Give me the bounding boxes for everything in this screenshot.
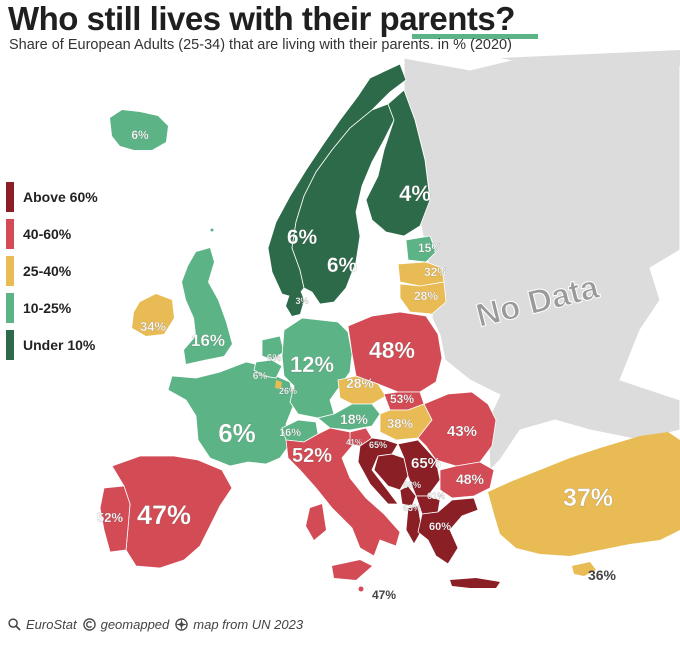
- value-label-austria: 18%: [340, 411, 369, 427]
- bosnia-shape: [373, 453, 409, 491]
- value-label-netherlands: 6%: [267, 353, 282, 364]
- search-icon: [8, 618, 21, 631]
- value-labels: 6% 6% 6% 4% 3% 15% 32% 28% 34% 16% 6% 6% 26% 12% 48% 28…: [97, 128, 617, 602]
- value-label-spain: 47%: [137, 500, 191, 530]
- portugal-shape: [99, 485, 131, 553]
- value-label-luxembourg: 26%: [279, 386, 297, 396]
- value-label-hungary: 38%: [387, 416, 413, 431]
- north-macedonia-shape: [415, 495, 441, 515]
- value-label-montenegro: 63%: [403, 503, 421, 513]
- czechia-shape: [337, 375, 387, 405]
- italy-shape: [285, 427, 401, 557]
- ireland-shape: [132, 294, 174, 336]
- lithuania-shape: [399, 281, 447, 315]
- value-label-cyprus: 36%: [588, 567, 617, 583]
- globe-icon: [175, 618, 188, 631]
- value-label-united-kingdom: 16%: [191, 331, 225, 350]
- legend-swatch: [6, 218, 14, 249]
- value-label-bosnia-and-herzegovina: 68%: [403, 480, 421, 490]
- map-subtitle: Share of European Adults (25-34) that ar…: [9, 37, 512, 53]
- no-data-region-north: [500, 50, 680, 66]
- value-label-north-macedonia: 61%: [427, 491, 445, 501]
- value-label-belgium: 6%: [253, 371, 268, 382]
- greece-shape: [417, 497, 479, 565]
- value-label-croatia: 65%: [369, 440, 387, 450]
- value-label-portugal: 52%: [97, 510, 123, 525]
- legend-label: Above 60%: [23, 188, 98, 205]
- cyprus-shape: [572, 562, 596, 576]
- source-geomapped: geomapped: [100, 617, 170, 632]
- faroe-islands-shape: [210, 228, 214, 232]
- value-label-estonia: 15%: [418, 241, 442, 255]
- legend-item: 40-60%: [6, 215, 98, 252]
- legend-label: 40-60%: [23, 225, 72, 242]
- finland-shape: [365, 89, 431, 237]
- value-label-ireland: 34%: [140, 319, 166, 334]
- estonia-shape: [405, 235, 437, 263]
- source-credits: EuroStat geomapped map from UN 2023: [8, 617, 303, 632]
- turkey-shape: [488, 432, 680, 556]
- legend-item: Above 60%: [6, 178, 98, 215]
- netherlands-shape: [261, 335, 285, 361]
- no-data-region: [403, 57, 680, 472]
- sweden-shape: [291, 103, 395, 305]
- value-label-serbia: 65%: [411, 455, 441, 472]
- iceland-shape: [110, 110, 168, 150]
- map-title: Who still lives with their parents?: [8, 0, 515, 37]
- legend-label: Under 10%: [23, 336, 96, 353]
- value-label-iceland: 6%: [131, 128, 149, 142]
- value-label-norway: 6%: [287, 226, 318, 249]
- legend-swatch: [6, 329, 14, 360]
- legend: Above 60% 40-60% 25-40% 10-25% Under 10%: [6, 178, 98, 363]
- legend-label: 10-25%: [23, 299, 72, 316]
- montenegro-shape: [399, 485, 417, 507]
- luxembourg-shape: [275, 380, 282, 389]
- value-label-finland: 4%: [399, 181, 431, 206]
- legend-item: 25-40%: [6, 252, 98, 289]
- copyright-icon: [82, 618, 96, 631]
- source-eurostat: EuroStat: [26, 617, 77, 632]
- value-label-germany: 12%: [290, 352, 334, 377]
- sicily-shape: [332, 560, 372, 580]
- crete-shape: [450, 578, 500, 588]
- france-shape: [167, 361, 295, 467]
- value-label-denmark: 3%: [295, 296, 308, 306]
- value-label-sweden: 6%: [327, 254, 358, 277]
- value-label-turkey: 37%: [563, 484, 613, 512]
- value-label-bulgaria: 48%: [456, 471, 485, 487]
- value-label-italy: 52%: [292, 445, 332, 467]
- title-underline: [412, 34, 538, 39]
- value-label-czechia: 28%: [346, 375, 375, 391]
- legend-swatch: [6, 292, 14, 323]
- uk-shape: [182, 248, 232, 364]
- source-map-credit: map from UN 2023: [193, 617, 304, 632]
- albania-shape: [405, 505, 423, 545]
- germany-shape: [281, 317, 353, 419]
- legend-item: 10-25%: [6, 289, 98, 326]
- value-label-lithuania: 28%: [414, 289, 438, 303]
- sardinia-shape: [306, 504, 326, 540]
- legend-swatch: [6, 255, 14, 286]
- value-label-france: 6%: [218, 418, 256, 448]
- value-label-poland: 48%: [369, 337, 415, 363]
- denmark-shape: [286, 290, 304, 316]
- belgium-shape: [253, 359, 283, 379]
- value-label-slovenia: 41%: [346, 438, 362, 447]
- malta-shape: [358, 586, 364, 592]
- value-label-switzerland: 16%: [279, 427, 301, 439]
- legend-item: Under 10%: [6, 326, 98, 363]
- legend-label: 25-40%: [23, 262, 72, 279]
- bulgaria-shape: [439, 461, 495, 499]
- value-label-slovakia: 53%: [390, 392, 414, 406]
- value-label-malta: 47%: [372, 588, 396, 602]
- value-label-albania: 60%: [429, 521, 451, 533]
- value-label-romania: 43%: [447, 423, 477, 440]
- value-label-latvia: 32%: [424, 265, 448, 279]
- legend-swatch: [6, 181, 14, 212]
